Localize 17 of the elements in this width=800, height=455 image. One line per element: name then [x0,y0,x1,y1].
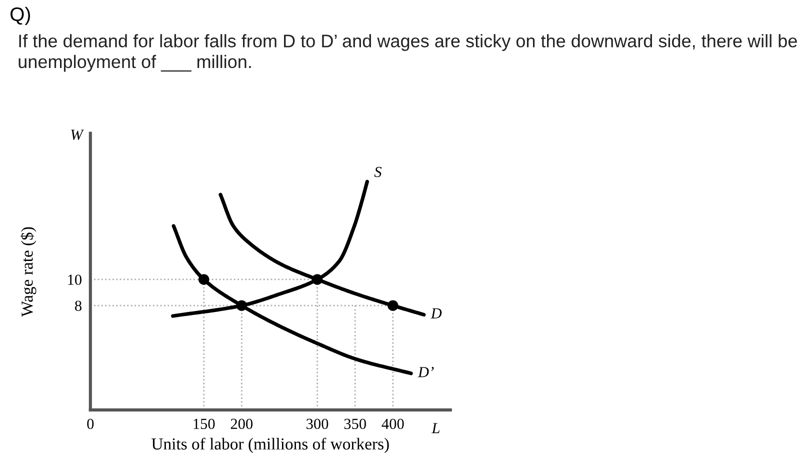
x-tick-label: 300 [306,418,328,430]
series-label: S [374,166,382,178]
text: L [432,423,440,434]
y-tick-label: 10 [68,274,82,285]
y-tick-label: 8 [75,300,82,312]
x-tick-label: 400 [382,418,404,430]
chart-title: Q) [10,6,30,25]
series-label: D’ [418,366,434,378]
y-axis-title: Wage rate ($) [20,227,36,317]
series-label: D [430,308,442,318]
x-tick-label: 0 [87,418,94,430]
chart-subtitle: If the demand for labor falls from D to D’ and wages are sticky on the downward side, there will be unemployment of ___ million. [18,34,797,72]
text: W [71,130,84,140]
x-axis-title: Units of labor (millions of workers) [152,438,389,453]
x-tick-label: 150 [194,418,215,430]
x-tick-label: 350 [344,418,366,430]
x-tick-label: 200 [230,418,253,430]
